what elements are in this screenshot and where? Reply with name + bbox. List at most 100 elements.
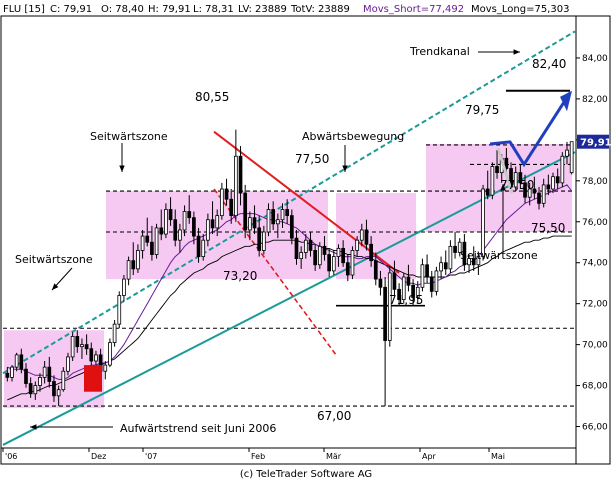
annotation-arrowhead xyxy=(342,165,348,172)
candle-body-up xyxy=(481,188,485,257)
candle-body-down xyxy=(131,260,136,270)
candle-body-down xyxy=(210,219,215,229)
candle-body-up xyxy=(434,270,439,292)
candle xyxy=(112,320,117,347)
candle-body-up xyxy=(541,184,546,204)
candle xyxy=(136,244,140,273)
candle xyxy=(378,270,383,296)
candle-body-down xyxy=(383,286,387,341)
forecast-alt-path xyxy=(496,147,514,194)
candle xyxy=(289,209,294,245)
candle xyxy=(532,176,537,200)
candle-body-down xyxy=(173,219,178,241)
candle xyxy=(490,162,495,200)
candle xyxy=(420,258,425,292)
candle-body-down xyxy=(52,381,56,397)
candle xyxy=(359,223,364,247)
candle-body-down xyxy=(555,176,560,184)
candle xyxy=(154,223,159,259)
last-price-tag xyxy=(577,134,609,149)
candle-body-up xyxy=(359,229,364,241)
candle-body-up xyxy=(565,149,569,157)
candle-body-up xyxy=(467,258,471,266)
candle-body-down xyxy=(187,211,192,219)
candle xyxy=(555,168,560,189)
candle xyxy=(350,246,355,280)
forecast-path xyxy=(489,91,572,168)
candle xyxy=(173,209,178,247)
value-label: 75,50 xyxy=(531,221,565,235)
candle xyxy=(513,166,518,192)
candle xyxy=(397,283,401,306)
candle xyxy=(280,203,285,228)
candle xyxy=(387,266,392,347)
candle-body-up xyxy=(94,354,98,362)
candle-body-down xyxy=(453,245,457,253)
candle xyxy=(52,375,56,402)
candle-body-down xyxy=(425,264,429,278)
candle-body-up xyxy=(112,323,117,343)
candle-body-down xyxy=(523,182,527,198)
candle xyxy=(140,229,145,259)
candle-body-up xyxy=(182,211,187,231)
candle-body-down xyxy=(495,166,499,174)
candle xyxy=(392,260,397,296)
candle xyxy=(201,234,206,261)
candle xyxy=(224,178,229,206)
header-total-volume: TotV: 23889 xyxy=(290,4,350,15)
value-label: 67,00 xyxy=(317,409,351,423)
candle-body-down xyxy=(150,241,154,255)
candle xyxy=(159,209,164,241)
candle xyxy=(317,242,322,269)
time-tick-label: '07 xyxy=(145,452,157,461)
annotation-arrowhead xyxy=(119,165,125,172)
candle xyxy=(187,195,192,224)
candle-body-down xyxy=(518,172,523,184)
candle-body-up xyxy=(420,264,425,288)
candle-body-up xyxy=(448,245,453,270)
candle xyxy=(313,244,317,271)
candle-body-down xyxy=(229,198,234,217)
value-label: 73,20 xyxy=(223,269,257,283)
annotation-sideways-right: Seitwärtszone xyxy=(460,249,538,262)
candle xyxy=(196,227,201,263)
candle xyxy=(401,272,406,304)
candle xyxy=(126,256,131,286)
candle-body-up xyxy=(439,262,443,272)
uptrend-line-upper xyxy=(2,30,576,375)
candle xyxy=(551,172,555,194)
candle-body-down xyxy=(285,209,290,217)
candle-body-up xyxy=(14,354,19,368)
candle xyxy=(234,129,238,222)
candle xyxy=(168,197,173,226)
header-symbol: FLU [15] xyxy=(3,4,45,15)
candle xyxy=(108,338,112,368)
candle xyxy=(210,201,215,235)
price-tick-label: 66,00 xyxy=(582,423,608,433)
candle xyxy=(560,152,565,187)
candle xyxy=(546,174,551,196)
candle xyxy=(411,279,415,306)
candle-body-up xyxy=(66,356,70,372)
annotation-downtrend: Abwärtsbewegung xyxy=(302,130,404,143)
price-axis-layer: 66,0068,0070,0072,0074,0076,0078,0080,00… xyxy=(576,54,612,433)
candle xyxy=(178,223,182,253)
candle xyxy=(131,242,136,275)
candle-body-up xyxy=(103,364,108,372)
candle xyxy=(303,234,308,259)
candle xyxy=(299,246,304,269)
candle-body-up xyxy=(262,231,266,251)
price-tick-label: 70,00 xyxy=(582,341,608,351)
candle-body-up xyxy=(350,250,355,276)
candle-body-up xyxy=(527,188,532,198)
annotation-arrowhead xyxy=(500,184,506,191)
candle xyxy=(429,270,434,298)
candle xyxy=(19,348,24,374)
candle-body-up xyxy=(136,250,140,270)
candle xyxy=(66,352,70,376)
annotation-arrowhead xyxy=(513,49,520,55)
candle xyxy=(38,373,42,392)
price-tick-label: 68,00 xyxy=(582,382,608,392)
candle-body-down xyxy=(378,278,383,288)
candle-body-down xyxy=(546,184,551,190)
